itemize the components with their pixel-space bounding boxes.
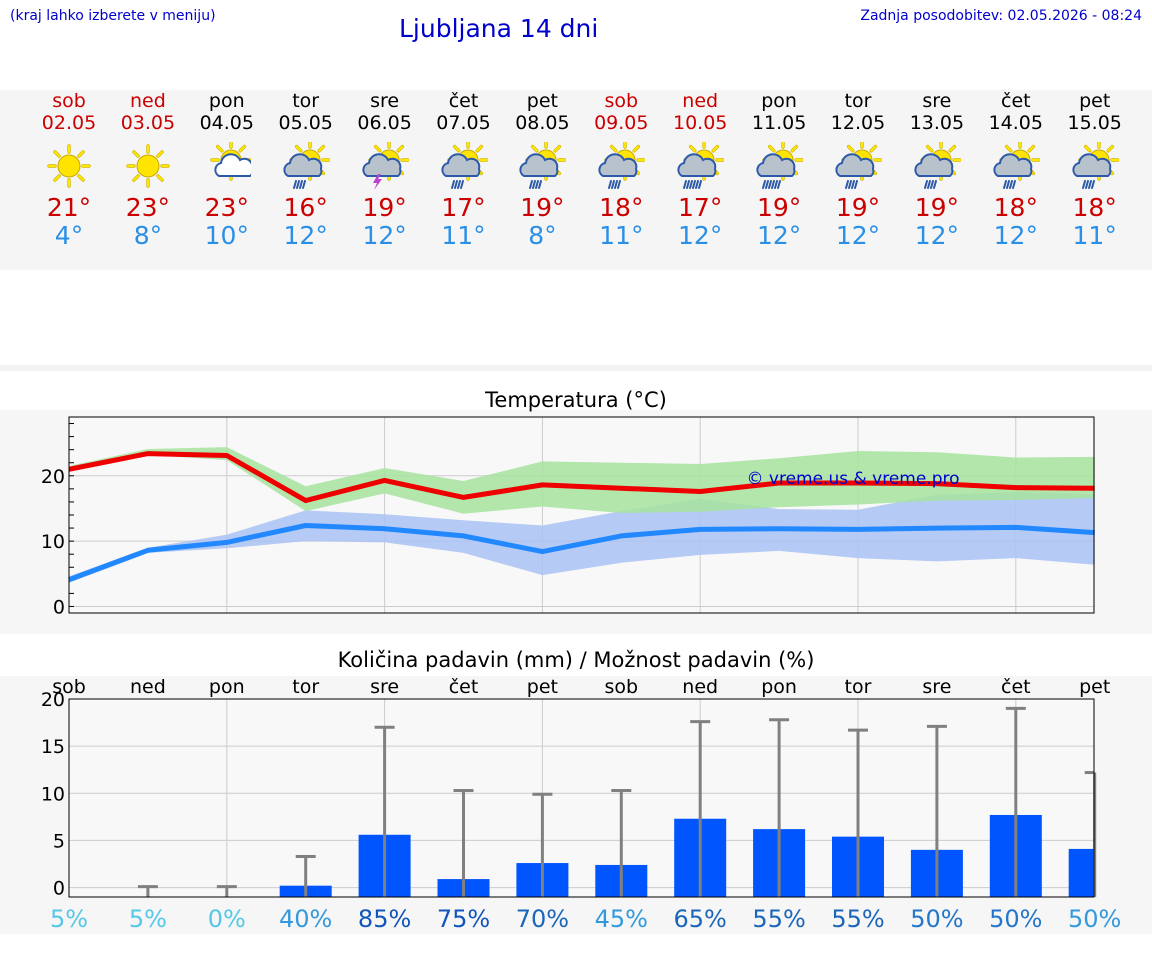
- max-temperature: 18°: [993, 193, 1038, 222]
- section-divider: [0, 365, 1152, 371]
- min-temperature: 12°: [914, 221, 960, 250]
- max-temperature: 17°: [678, 193, 723, 222]
- day-date: 06.05: [357, 112, 412, 134]
- day-date: 14.05: [988, 112, 1043, 134]
- day-name: tor: [844, 90, 872, 112]
- day-date: 05.05: [278, 112, 333, 134]
- day-column: čet 07.05 17° 11°: [424, 90, 504, 250]
- max-temperature: 19°: [914, 193, 960, 222]
- day-name: ned: [682, 90, 719, 112]
- max-temperature: 18°: [1072, 193, 1117, 222]
- day-date: 10.05: [672, 112, 728, 134]
- day-date: 09.05: [594, 112, 649, 134]
- page-title: Ljubljana 14 dni: [399, 14, 599, 43]
- sun-cloud-thunder-icon: [361, 139, 410, 190]
- sun-cloud-rain-icon: [834, 139, 883, 190]
- sun-cloud-heavy-rain-icon: [755, 139, 804, 190]
- sun-cloud-rain-icon: [282, 139, 331, 190]
- day-date: 11.05: [751, 112, 807, 134]
- day-date: 08.05: [515, 112, 570, 134]
- max-temperature: 23°: [125, 193, 171, 222]
- day-column: sre 13.05 19° 12°: [897, 90, 977, 250]
- sun-icon: [124, 142, 172, 190]
- day-name: tor: [292, 90, 320, 112]
- sun-cloud-rain-icon: [1071, 139, 1120, 190]
- min-temperature: 12°: [678, 221, 723, 250]
- day-date: 07.05: [436, 112, 491, 134]
- day-name: ned: [129, 90, 166, 112]
- daily-forecast-strip: sob 02.05 21° 4° ned 03.05 23° 8° pon 04.05 23° 10°…: [0, 90, 1152, 270]
- day-name: čet: [1001, 90, 1031, 112]
- max-temperature: 18°: [599, 193, 644, 222]
- day-date: 13.05: [909, 112, 965, 134]
- min-temperature: 11°: [599, 221, 644, 250]
- min-temperature: 12°: [756, 221, 802, 250]
- day-name: pon: [761, 90, 797, 112]
- min-temperature: 11°: [1072, 221, 1117, 250]
- day-date: 15.05: [1067, 112, 1122, 134]
- max-temperature: 16°: [283, 193, 328, 222]
- day-name: pet: [1079, 90, 1111, 112]
- sun-cloud-rain-icon: [913, 139, 962, 190]
- day-column: čet 14.05 18° 12°: [976, 90, 1056, 250]
- min-temperature: 10°: [204, 221, 249, 250]
- precipitation-chart-title: Količina padavin (mm) / Možnost padavin …: [337, 648, 815, 672]
- temperature-chart-title: Temperatura (°C): [485, 388, 667, 412]
- max-temperature: 19°: [520, 193, 565, 222]
- last-update-text: Zadnja posodobitev: 02.05.2026 - 08:24: [860, 8, 1142, 24]
- max-temperature: 19°: [756, 193, 802, 222]
- day-name: sre: [370, 90, 400, 112]
- min-temperature: 12°: [283, 221, 328, 250]
- min-temperature: 12°: [835, 221, 881, 250]
- day-column: ned 10.05 17° 12°: [660, 90, 740, 250]
- day-column: sob 02.05 21° 4°: [29, 90, 109, 250]
- sun-cloud-rain-icon: [992, 139, 1041, 190]
- day-name: sob: [604, 90, 639, 112]
- day-name: pon: [208, 90, 245, 112]
- day-column: tor 05.05 16° 12°: [266, 90, 346, 250]
- sun-icon: [45, 142, 93, 190]
- max-temperature: 19°: [835, 193, 881, 222]
- day-name: sob: [52, 90, 86, 112]
- max-temperature: 21°: [46, 193, 92, 222]
- day-column: pon 11.05 19° 12°: [739, 90, 819, 250]
- sun-cloud-rain-icon: [597, 139, 646, 190]
- precipitation-panel: [0, 676, 1152, 934]
- day-column: pet 08.05 19° 8°: [502, 90, 582, 250]
- day-column: ned 03.05 23° 8°: [108, 90, 188, 250]
- max-temperature: 23°: [204, 193, 249, 222]
- temperature-panel: [0, 410, 1152, 634]
- sun-cloud-rain-icon: [518, 139, 568, 190]
- sun-cloud-rain-icon: [440, 139, 489, 190]
- day-name: pet: [526, 90, 558, 112]
- max-temperature: 17°: [441, 193, 486, 222]
- min-temperature: 12°: [362, 221, 407, 250]
- max-temperature: 19°: [362, 193, 407, 222]
- day-column: pet 15.05 18° 11°: [1055, 90, 1135, 250]
- location-hint: (kraj lahko izberete v meniju): [10, 8, 216, 24]
- sun-cloud-heavy-rain-icon: [676, 139, 725, 190]
- day-name: čet: [448, 90, 479, 112]
- day-date: 04.05: [199, 112, 254, 134]
- day-column: tor 12.05 19° 12°: [818, 90, 898, 250]
- day-date: 02.05: [41, 112, 97, 134]
- day-date: 03.05: [120, 112, 176, 134]
- day-column: sob 09.05 18° 11°: [581, 90, 661, 250]
- min-temperature: 4°: [54, 221, 84, 250]
- min-temperature: 8°: [133, 221, 163, 250]
- min-temperature: 11°: [441, 221, 486, 250]
- day-name: sre: [922, 90, 952, 112]
- day-column: sre 06.05 19° 12°: [345, 90, 425, 250]
- sun-cloud-icon: [203, 139, 254, 190]
- day-date: 12.05: [830, 112, 886, 134]
- day-column: pon 04.05 23° 10°: [187, 90, 267, 250]
- min-temperature: 12°: [993, 221, 1038, 250]
- min-temperature: 8°: [528, 221, 557, 250]
